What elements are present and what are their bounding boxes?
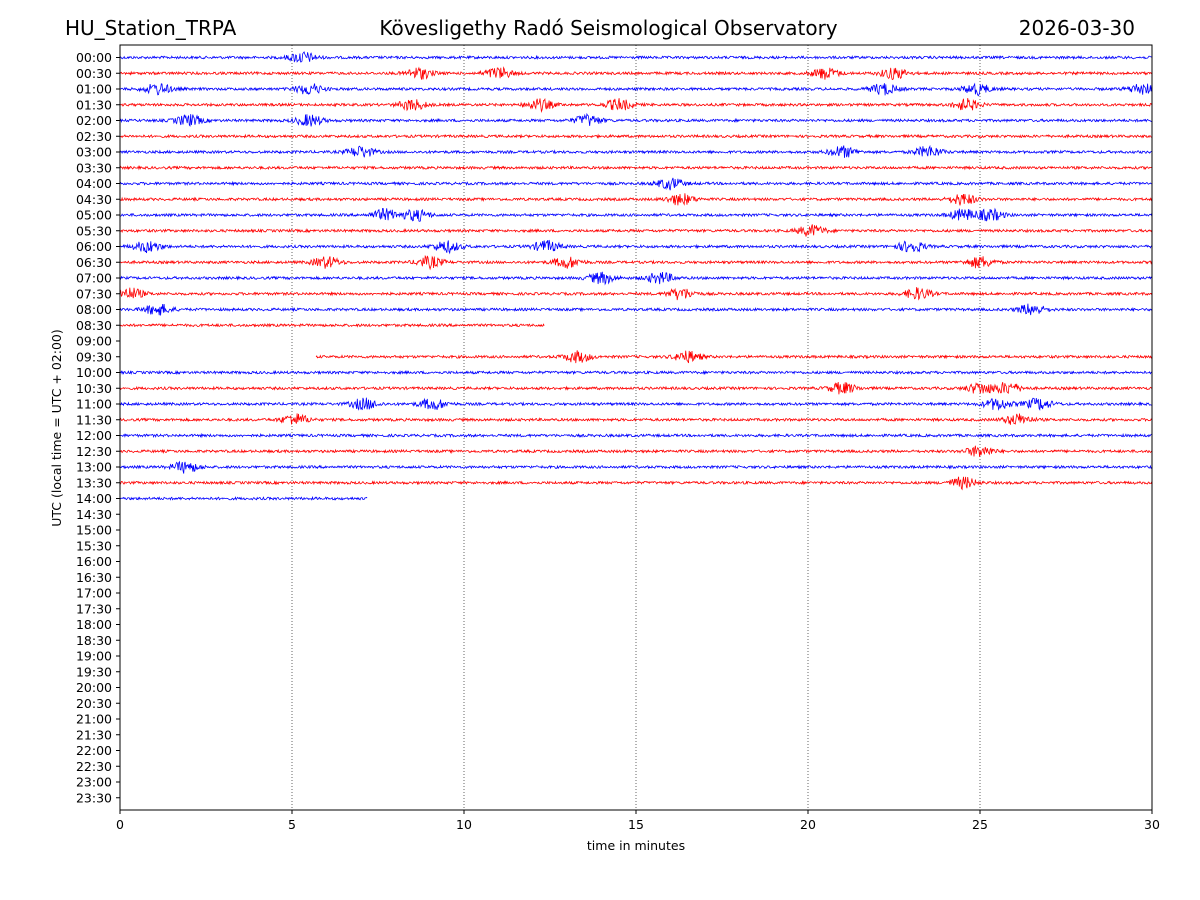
y-tick-label: 12:30	[76, 444, 112, 459]
x-tick-label: 30	[1144, 817, 1160, 832]
trace-0230	[119, 133, 1152, 139]
trace-0000	[119, 51, 1152, 63]
trace-0330	[119, 165, 1153, 171]
trace-1100	[119, 397, 1152, 411]
trace-1030	[119, 382, 1153, 395]
y-tick-label: 17:00	[76, 586, 112, 601]
trace-0630	[119, 254, 1153, 271]
station-name: HU_Station_TRPA	[65, 16, 237, 40]
y-tick-label: 08:00	[76, 302, 112, 317]
seismic-traces	[119, 51, 1153, 501]
y-tick-label: 15:30	[76, 538, 112, 553]
x-tick-label: 0	[116, 817, 124, 832]
y-tick-label: 22:00	[76, 743, 112, 758]
trace-0600	[119, 239, 1153, 255]
trace-1300	[119, 460, 1153, 474]
x-axis-ticks: 0 5 10 15 20 25 30	[116, 810, 1160, 832]
y-tick-label: 05:00	[76, 208, 112, 223]
y-tick-label: 23:30	[76, 790, 112, 805]
y-axis-ticks: 00:0000:3001:0001:3002:0002:3003:0003:30…	[76, 50, 120, 805]
trace-0200	[119, 112, 1153, 127]
y-tick-label: 04:30	[76, 192, 112, 207]
x-tick-label: 10	[456, 817, 472, 832]
y-tick-label: 06:30	[76, 255, 112, 270]
trace-1230	[119, 445, 1153, 457]
y-tick-label: 09:30	[76, 349, 112, 364]
trace-0730	[119, 287, 1153, 301]
trace-0530	[119, 224, 1153, 237]
y-tick-label: 19:30	[76, 664, 112, 679]
trace-0300	[119, 144, 1153, 158]
y-tick-label: 18:30	[76, 633, 112, 648]
y-tick-label: 11:00	[76, 397, 112, 412]
y-tick-label: 06:00	[76, 239, 112, 254]
y-tick-label: 23:00	[76, 775, 112, 790]
y-tick-label: 07:30	[76, 286, 112, 301]
y-tick-label: 02:30	[76, 129, 112, 144]
trace-1000	[119, 369, 1153, 376]
y-tick-label: 22:30	[76, 759, 112, 774]
y-tick-label: 10:00	[76, 365, 112, 380]
trace-0400	[119, 177, 1152, 191]
x-tick-label: 20	[800, 817, 816, 832]
y-tick-label: 15:00	[76, 523, 112, 538]
y-tick-label: 20:00	[76, 680, 112, 695]
trace-0430	[119, 193, 1153, 206]
y-tick-label: 16:30	[76, 570, 112, 585]
trace-1330	[119, 476, 1153, 491]
y-tick-label: 19:00	[76, 649, 112, 664]
trace-0030	[119, 66, 1153, 81]
y-tick-label: 20:30	[76, 696, 112, 711]
trace-0500	[119, 207, 1153, 222]
trace-1200	[119, 432, 1152, 439]
trace-0930	[315, 350, 1153, 364]
x-tick-label: 5	[288, 817, 296, 832]
y-tick-label: 00:30	[76, 66, 112, 81]
y-tick-label: 00:00	[76, 50, 112, 65]
y-tick-label: 13:30	[76, 475, 112, 490]
y-tick-label: 08:30	[76, 318, 112, 333]
y-tick-label: 16:00	[76, 554, 112, 569]
y-tick-label: 17:30	[76, 601, 112, 616]
grid-lines	[291, 45, 981, 810]
trace-1130	[119, 413, 1153, 425]
y-tick-label: 09:00	[76, 334, 112, 349]
trace-0700	[119, 271, 1153, 286]
y-tick-label: 02:00	[76, 113, 112, 128]
y-tick-label: 21:30	[76, 727, 112, 742]
y-tick-label: 07:00	[76, 271, 112, 286]
y-tick-label: 10:30	[76, 381, 112, 396]
y-tick-label: 05:30	[76, 223, 112, 238]
x-axis-label: time in minutes	[587, 838, 685, 853]
y-tick-label: 04:00	[76, 176, 112, 191]
trace-0100	[119, 82, 1153, 97]
y-tick-label: 18:00	[76, 617, 112, 632]
x-tick-label: 25	[972, 817, 988, 832]
y-tick-label: 11:30	[76, 412, 112, 427]
x-tick-label: 15	[628, 817, 644, 832]
y-tick-label: 01:30	[76, 97, 112, 112]
y-tick-label: 14:30	[76, 507, 112, 522]
y-tick-label: 03:30	[76, 160, 112, 175]
y-axis-label: UTC (local time = UTC + 02:00)	[49, 329, 64, 527]
y-tick-label: 12:00	[76, 428, 112, 443]
y-tick-label: 01:00	[76, 82, 112, 97]
trace-1400	[119, 495, 368, 501]
y-tick-label: 13:00	[76, 460, 112, 475]
trace-0130	[119, 98, 1153, 113]
plot-date: 2026-03-30	[1018, 16, 1135, 40]
y-tick-label: 21:00	[76, 712, 112, 727]
y-tick-label: 14:00	[76, 491, 112, 506]
trace-0830	[119, 322, 545, 328]
trace-0800	[119, 303, 1153, 316]
chart-title: Kövesligethy Radó Seismological Observat…	[379, 16, 838, 40]
y-tick-label: 03:00	[76, 145, 112, 160]
